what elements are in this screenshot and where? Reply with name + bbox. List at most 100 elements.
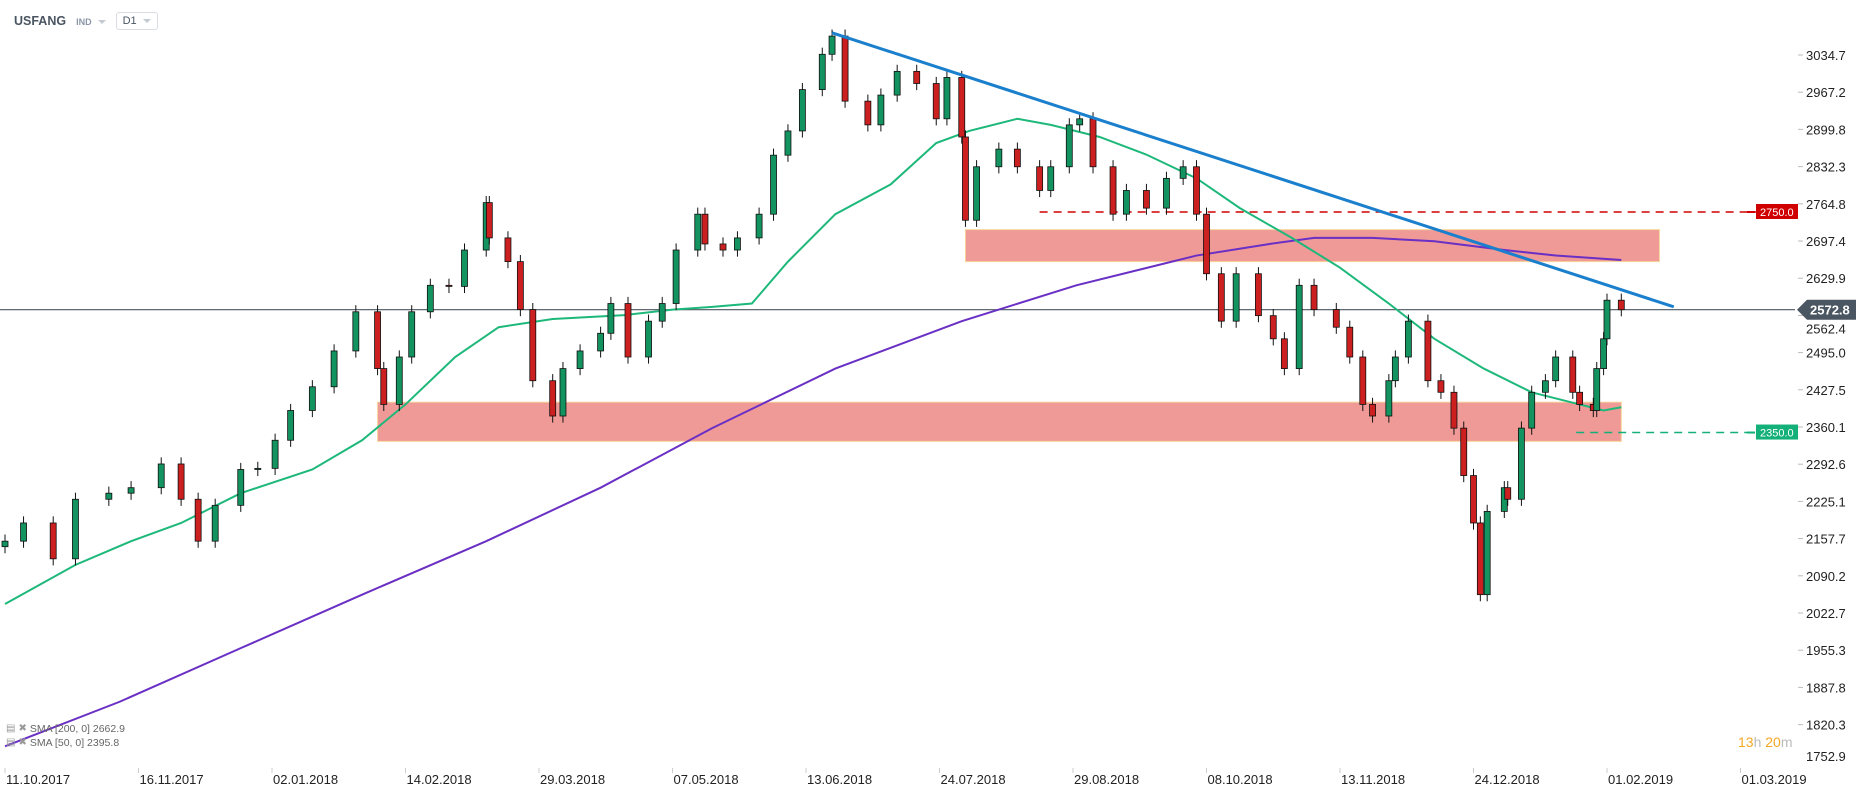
y-tick-label: 1752.9 bbox=[1806, 749, 1846, 764]
candle-body-down bbox=[1269, 315, 1277, 340]
candle bbox=[798, 82, 806, 138]
close-icon[interactable]: ✖ bbox=[18, 723, 27, 734]
candle bbox=[254, 461, 262, 477]
candle-body-up bbox=[973, 166, 980, 221]
candle-body-up bbox=[1179, 166, 1187, 179]
x-tick-label: 01.02.2019 bbox=[1608, 772, 1673, 787]
candle-body-down bbox=[1255, 273, 1262, 317]
candle bbox=[1295, 278, 1303, 376]
candle-body-down bbox=[719, 243, 727, 251]
candle-body-up bbox=[1518, 427, 1525, 500]
candle-body-up bbox=[1528, 391, 1536, 429]
x-tick-label: 13.11.2018 bbox=[1341, 772, 1405, 787]
candle-body-up bbox=[1483, 510, 1491, 596]
candle bbox=[1552, 350, 1560, 388]
candle-body-up bbox=[1065, 124, 1073, 168]
candle bbox=[1217, 267, 1225, 328]
candle-body-up bbox=[254, 467, 262, 470]
candle-body-up bbox=[1076, 118, 1084, 126]
candle-body-up bbox=[576, 350, 584, 369]
candle bbox=[701, 207, 709, 251]
x-tick-label: 14.02.2018 bbox=[407, 772, 472, 787]
candle bbox=[672, 243, 680, 311]
candle-body-up bbox=[1391, 356, 1399, 382]
candle-body-up bbox=[770, 154, 777, 215]
candle bbox=[1518, 421, 1525, 506]
candle-body-down bbox=[485, 202, 493, 239]
candle-body-down bbox=[1424, 320, 1432, 382]
candle bbox=[828, 29, 836, 61]
x-tick-label: 07.05.2018 bbox=[674, 772, 739, 787]
candle bbox=[1528, 385, 1536, 435]
candle-body-up bbox=[1047, 166, 1055, 191]
candle bbox=[549, 374, 557, 423]
candle-body-down bbox=[841, 35, 849, 102]
legend-item-sma200: ▤ ✖ SMA [200, 0] 2662.9 bbox=[6, 722, 125, 736]
candle-body-up bbox=[72, 498, 79, 560]
candle bbox=[1476, 516, 1484, 602]
candle bbox=[1404, 314, 1412, 364]
candle-body-down bbox=[1470, 475, 1477, 524]
x-tick-label: 24.07.2018 bbox=[941, 772, 1006, 787]
timer-minutes-unit: m bbox=[1780, 734, 1793, 750]
candle bbox=[1576, 385, 1584, 412]
candle bbox=[770, 148, 777, 221]
candle bbox=[1123, 183, 1130, 221]
candle bbox=[1359, 350, 1367, 412]
candle bbox=[211, 498, 219, 548]
candle-body-down bbox=[962, 136, 969, 221]
candle-body-down bbox=[1460, 427, 1468, 476]
candle-body-up bbox=[395, 356, 403, 405]
legend-label: SMA [200, 0] 2662.9 bbox=[29, 723, 125, 735]
candle-body-up bbox=[694, 213, 702, 251]
settings-icon[interactable]: ▤ bbox=[6, 723, 16, 734]
candle bbox=[877, 88, 885, 132]
candle-body-down bbox=[701, 213, 709, 245]
x-tick-label: 01.03.2019 bbox=[1742, 772, 1807, 787]
candle-body-up bbox=[287, 410, 295, 441]
candle-body-up bbox=[818, 53, 826, 90]
chevron-down-icon bbox=[142, 19, 151, 24]
candle bbox=[719, 237, 727, 257]
candle bbox=[461, 243, 468, 294]
chevron-down-icon bbox=[97, 19, 106, 24]
candle-body-up bbox=[426, 284, 434, 313]
y-tick-label: 2090.2 bbox=[1806, 569, 1846, 584]
candle bbox=[177, 457, 185, 506]
candle bbox=[1483, 504, 1491, 602]
candle-body-up bbox=[211, 504, 219, 542]
candle bbox=[864, 94, 872, 132]
candle bbox=[408, 305, 416, 364]
candle bbox=[1470, 468, 1477, 530]
candle bbox=[1143, 183, 1150, 215]
candle-countdown: 13h 20m bbox=[1738, 734, 1793, 750]
settings-icon[interactable]: ▤ bbox=[6, 737, 16, 748]
candle-body-down bbox=[864, 100, 872, 126]
sma200-line bbox=[4, 236, 1622, 748]
candle-body-up bbox=[1600, 338, 1607, 369]
candle-body-down bbox=[529, 309, 537, 382]
candle-body-down bbox=[1193, 166, 1200, 215]
candle-body-down bbox=[1450, 391, 1458, 429]
candle bbox=[426, 278, 434, 319]
close-icon[interactable]: ✖ bbox=[18, 737, 27, 748]
candle-body-up bbox=[597, 332, 605, 352]
instrument-type-dropdown[interactable]: IND bbox=[76, 14, 106, 28]
timeframe-select[interactable]: D1 bbox=[115, 12, 158, 30]
candle bbox=[1089, 112, 1097, 174]
y-tick-label: 2022.7 bbox=[1806, 606, 1846, 621]
candle-body-down bbox=[194, 498, 202, 542]
candle bbox=[237, 462, 245, 512]
x-tick-label: 29.08.2018 bbox=[1074, 772, 1139, 787]
candle bbox=[157, 457, 165, 495]
y-tick-label: 1955.3 bbox=[1806, 643, 1846, 658]
candle-body-up bbox=[798, 89, 806, 132]
candle bbox=[380, 361, 388, 412]
candle bbox=[943, 70, 951, 126]
candle-body-down bbox=[1013, 148, 1021, 168]
trendline bbox=[831, 31, 1675, 309]
indicator-legend: ▤ ✖ SMA [200, 0] 2662.9 ▤ ✖ SMA [50, 0] 2395… bbox=[6, 722, 125, 750]
candle bbox=[271, 433, 279, 476]
candle bbox=[72, 492, 79, 566]
